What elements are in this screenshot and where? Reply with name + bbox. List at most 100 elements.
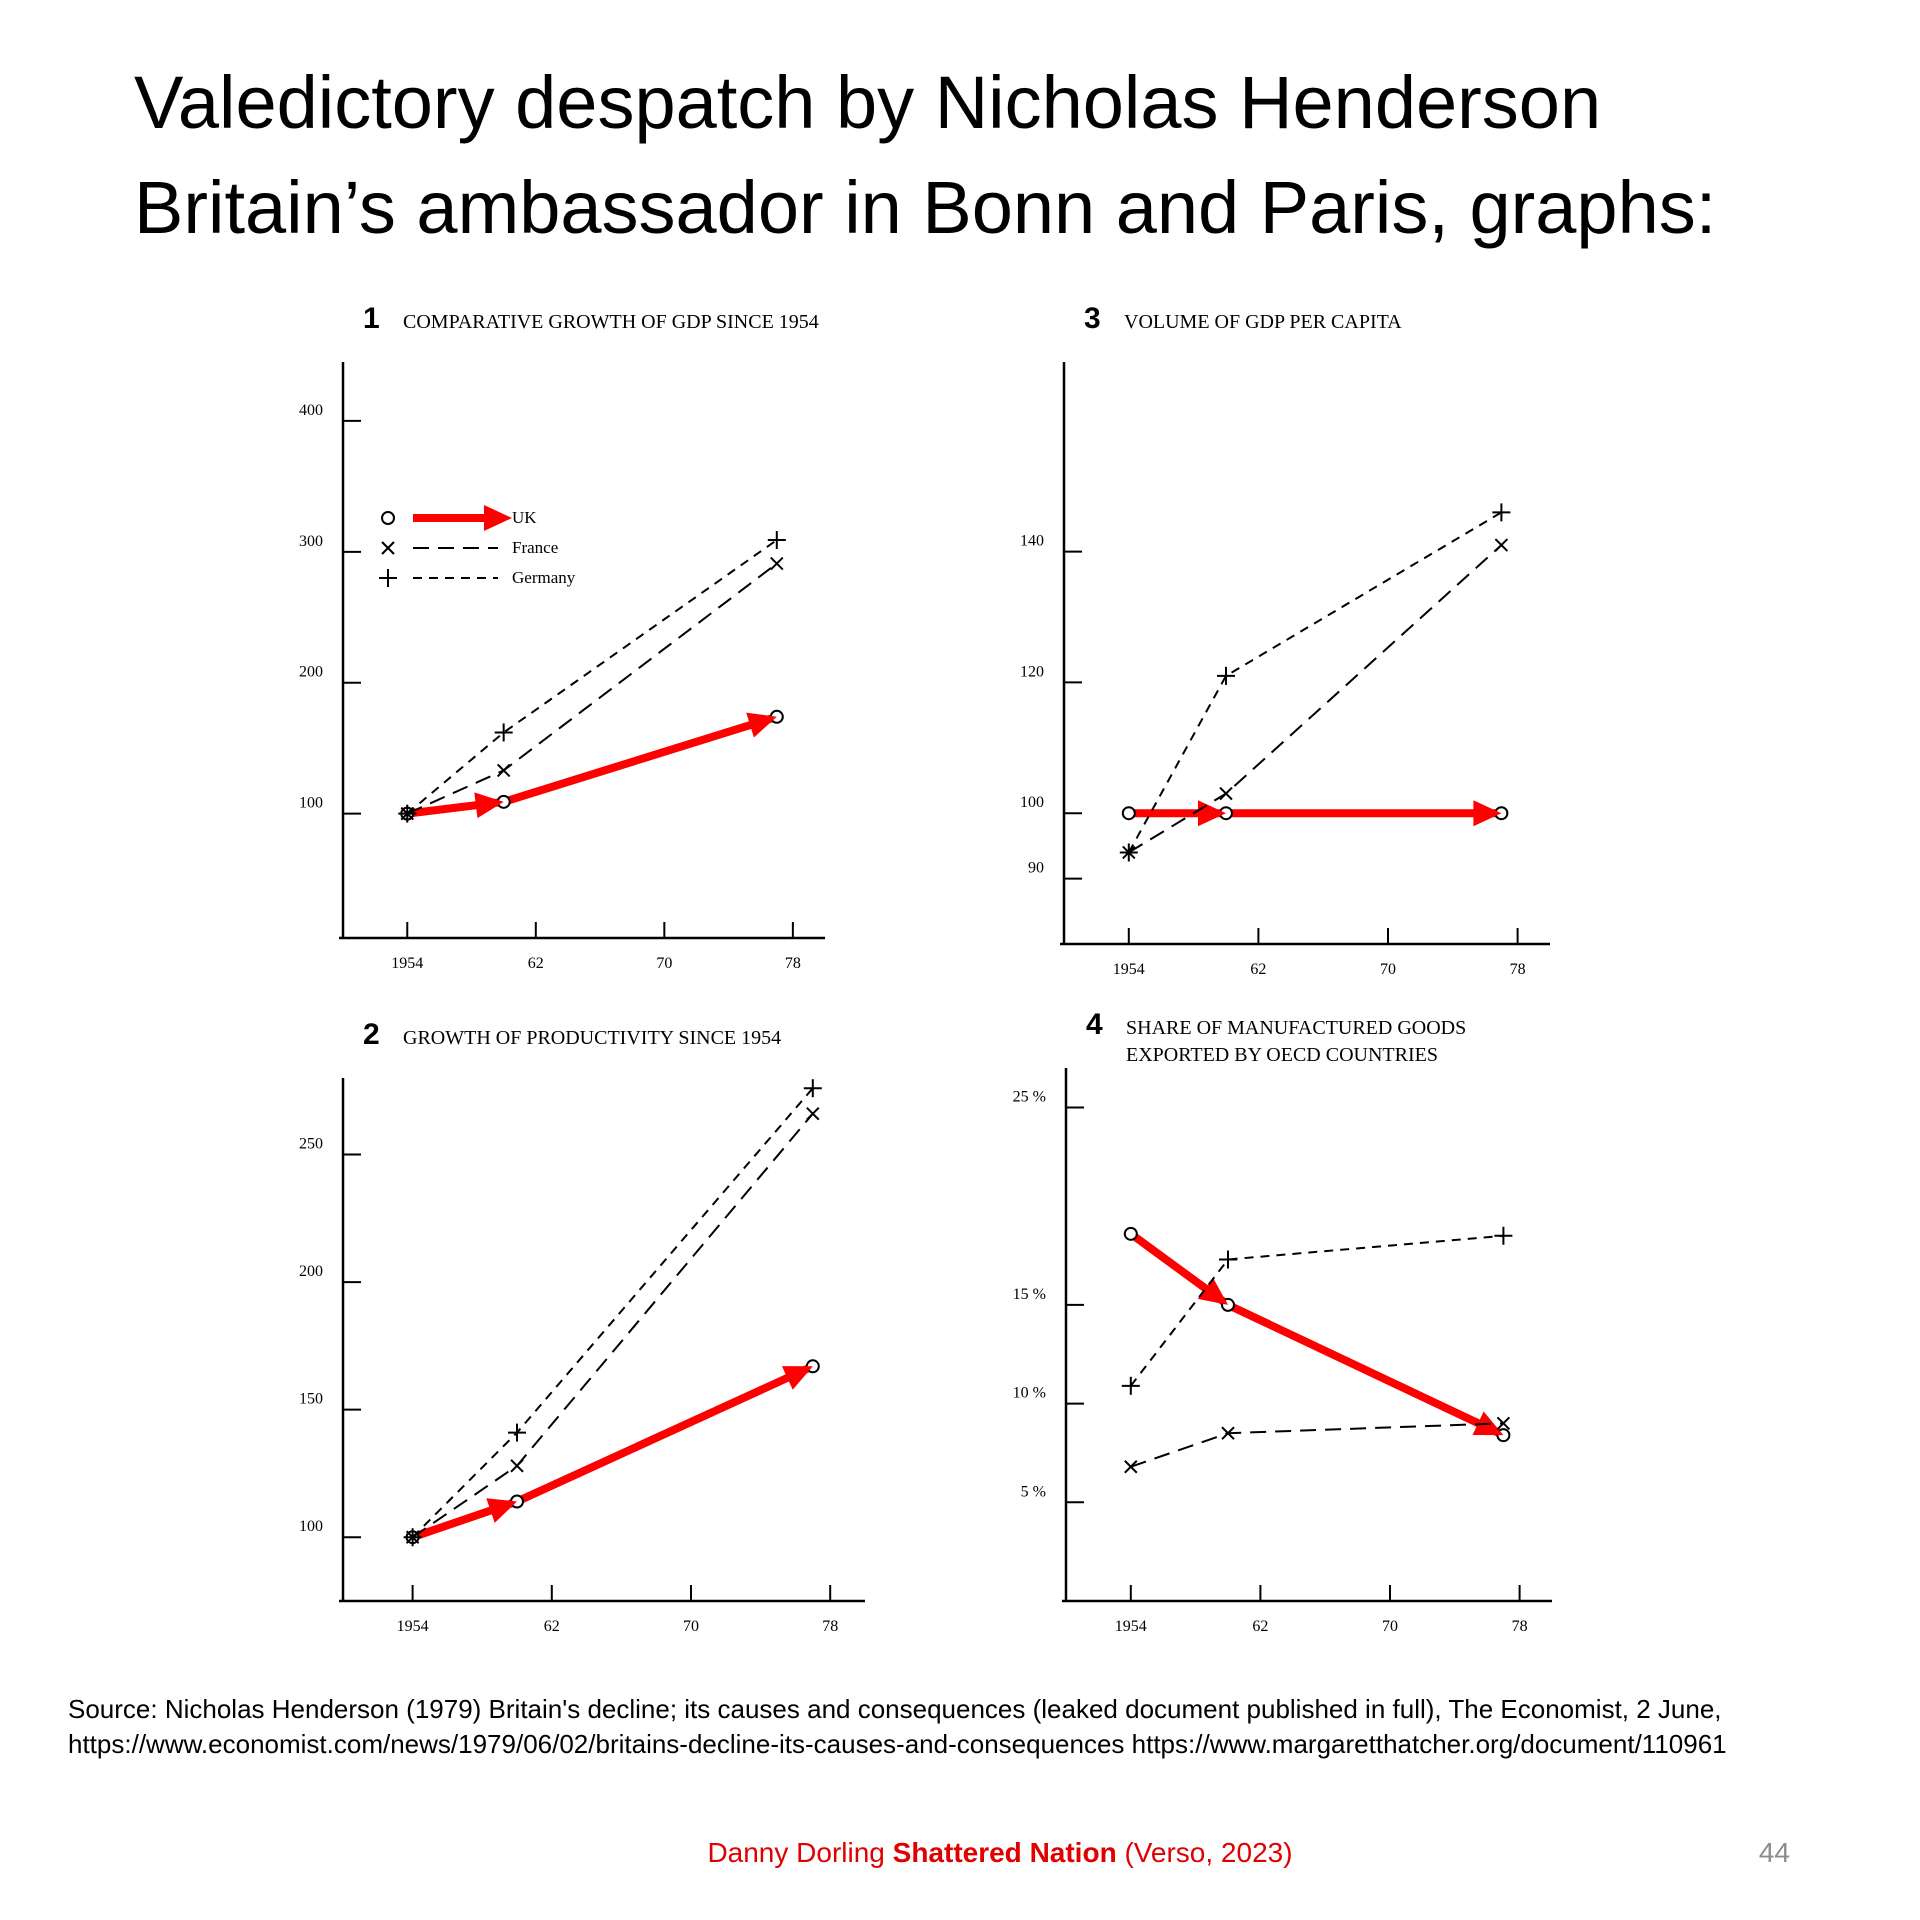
marker bbox=[803, 1079, 822, 1098]
x-tick-label: 78 bbox=[1510, 961, 1526, 978]
source-text: Source: Nicholas Henderson (1979) Britai… bbox=[68, 1694, 1722, 1724]
series-line bbox=[1130, 1234, 1504, 1387]
slide-title: Valedictory despatch by Nicholas Henders… bbox=[134, 61, 1601, 144]
marker-stroke bbox=[1221, 1426, 1235, 1440]
marker bbox=[1217, 666, 1235, 685]
chart-title: VOLUME OF GDP PER CAPITA bbox=[1124, 311, 1402, 333]
marker bbox=[1121, 806, 1136, 821]
y-tick-label: 100 bbox=[1020, 794, 1044, 811]
y-tick-label: 300 bbox=[299, 533, 323, 550]
x-tick-label: 1954 bbox=[1113, 961, 1145, 978]
chart-number: 2 bbox=[363, 1018, 380, 1051]
marker bbox=[403, 1528, 422, 1547]
marker bbox=[381, 541, 395, 555]
legend-label: France bbox=[512, 538, 558, 557]
chart-title: EXPORTED BY OECD COUNTRIES bbox=[1126, 1044, 1438, 1066]
footer-publisher: (Verso, 2023) bbox=[1124, 1837, 1292, 1868]
chart-title: SHARE OF MANUFACTURED GOODS bbox=[1126, 1017, 1466, 1039]
y-tick-label: 120 bbox=[1020, 663, 1044, 680]
marker bbox=[1219, 1250, 1237, 1269]
marker-circle bbox=[1121, 806, 1136, 821]
marker-stroke bbox=[1219, 786, 1233, 801]
marker-stroke bbox=[1496, 1416, 1511, 1431]
y-tick-label: 200 bbox=[299, 1263, 323, 1280]
marker bbox=[1124, 1460, 1138, 1474]
marker-stroke bbox=[806, 1107, 820, 1121]
marker-circle bbox=[381, 511, 395, 525]
y-tick-label: 10 % bbox=[1013, 1385, 1046, 1402]
marker bbox=[398, 804, 417, 823]
x-tick-label: 1954 bbox=[397, 1618, 429, 1635]
slide-title: Britain’s ambassador in Bonn and Paris, … bbox=[134, 166, 1716, 249]
x-tick-label: 62 bbox=[528, 955, 544, 972]
chart-title: GROWTH OF PRODUCTIVITY SINCE 1954 bbox=[403, 1027, 781, 1049]
series-line bbox=[411, 1362, 815, 1542]
chart-number: 1 bbox=[363, 302, 380, 335]
arrow-head bbox=[1198, 800, 1226, 827]
marker bbox=[1494, 1226, 1513, 1245]
marker-stroke bbox=[1494, 538, 1509, 552]
series-line bbox=[1127, 511, 1502, 853]
series-line bbox=[1130, 1422, 1504, 1468]
arrow-head bbox=[781, 1366, 813, 1390]
source-text: https://www.economist.com/news/1979/06/0… bbox=[68, 1729, 1727, 1759]
marker-stroke bbox=[1124, 1460, 1138, 1474]
x-tick-label: 70 bbox=[656, 955, 672, 972]
marker bbox=[1219, 786, 1233, 801]
y-tick-label: 200 bbox=[299, 664, 323, 681]
marker bbox=[1496, 1416, 1511, 1431]
y-tick-label: 100 bbox=[299, 1518, 323, 1535]
marker bbox=[767, 531, 786, 550]
marker bbox=[1492, 503, 1511, 522]
y-tick-label: 25 % bbox=[1013, 1088, 1046, 1105]
marker bbox=[494, 723, 513, 742]
x-tick-label: 78 bbox=[1512, 1618, 1528, 1635]
marker bbox=[1119, 843, 1138, 862]
series-line bbox=[411, 1087, 814, 1538]
legend-label: Germany bbox=[512, 568, 576, 587]
y-tick-label: 400 bbox=[299, 402, 323, 419]
x-tick-label: 70 bbox=[683, 1618, 699, 1635]
y-tick-label: 150 bbox=[299, 1391, 323, 1408]
arrow-head bbox=[484, 505, 512, 531]
marker-stroke bbox=[496, 763, 511, 778]
chart-number: 4 bbox=[1086, 1008, 1103, 1041]
marker bbox=[381, 511, 395, 525]
y-tick-label: 15 % bbox=[1013, 1286, 1046, 1303]
marker-stroke bbox=[381, 541, 395, 555]
y-tick-label: 250 bbox=[299, 1136, 323, 1153]
marker-circle bbox=[1123, 1226, 1138, 1241]
y-tick-label: 90 bbox=[1028, 860, 1044, 877]
x-tick-label: 62 bbox=[1250, 961, 1266, 978]
marker bbox=[1221, 1426, 1235, 1440]
arrow-head bbox=[746, 712, 777, 738]
footer-author: Danny Dorling bbox=[707, 1837, 884, 1868]
marker bbox=[770, 556, 784, 571]
marker-stroke bbox=[770, 556, 784, 571]
footer: Danny Dorling Shattered Nation (Verso, 2… bbox=[707, 1837, 1292, 1868]
chart-title: COMPARATIVE GROWTH OF GDP SINCE 1954 bbox=[403, 311, 819, 333]
x-tick-label: 78 bbox=[785, 955, 801, 972]
x-tick-label: 62 bbox=[1252, 1618, 1268, 1635]
series-line bbox=[1128, 1230, 1506, 1439]
arrow-head bbox=[474, 792, 504, 819]
x-tick-label: 62 bbox=[544, 1618, 560, 1635]
marker-stroke bbox=[510, 1459, 524, 1473]
series-line bbox=[406, 712, 778, 818]
marker bbox=[379, 569, 397, 587]
y-tick-label: 100 bbox=[299, 795, 323, 812]
page-number: 44 bbox=[1759, 1837, 1790, 1868]
x-tick-label: 78 bbox=[822, 1618, 838, 1635]
marker bbox=[1123, 1226, 1138, 1241]
x-tick-label: 70 bbox=[1380, 961, 1396, 978]
marker bbox=[508, 1423, 526, 1442]
x-tick-label: 1954 bbox=[391, 955, 423, 972]
y-tick-label: 140 bbox=[1020, 533, 1044, 550]
y-tick-label: 5 % bbox=[1021, 1483, 1046, 1500]
footer-book: Shattered Nation bbox=[893, 1837, 1117, 1868]
series-line bbox=[1128, 544, 1503, 854]
marker bbox=[1494, 538, 1509, 552]
marker bbox=[510, 1459, 524, 1473]
